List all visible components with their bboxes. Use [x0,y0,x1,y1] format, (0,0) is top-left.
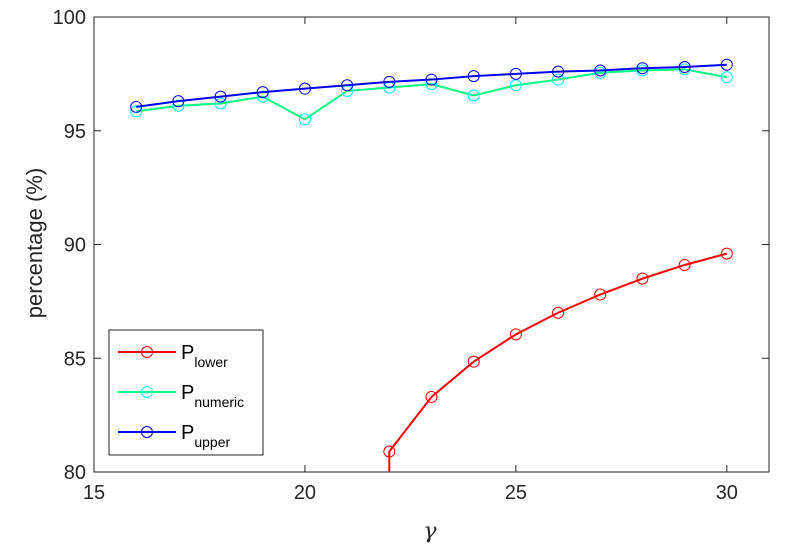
data-point [720,58,733,71]
legend-label: Plower [181,342,228,370]
data-point [425,73,438,86]
legend-item-upper: Pupper [118,422,230,450]
data-point [678,61,691,74]
x-tick-label: 25 [505,482,527,504]
data-point [467,355,480,368]
legend-marker [141,386,153,398]
legend-item-lower: Plower [118,342,228,370]
y-tick-label: 95 [64,121,86,143]
data-point [720,247,733,260]
data-point [214,97,227,110]
data-point [298,113,311,126]
x-tick-label: 30 [716,482,738,504]
x-tick-label: 15 [83,482,105,504]
series-line-numeric [136,68,727,121]
data-point [509,67,522,80]
legend-item-numeric: Pnumeric [118,382,244,410]
data-point [594,288,607,301]
data-point [172,95,185,108]
legend-marker [141,426,153,438]
series-lower [383,247,733,472]
data-point [594,64,607,77]
legend-marker [141,346,153,358]
series-line-upper [136,63,727,108]
y-tick-label: 80 [64,462,86,484]
legend: Plower Pnumeric Pupper [108,329,264,456]
legend-label: Pnumeric [181,382,244,410]
x-tick-label: 20 [294,482,316,504]
data-point [720,71,733,84]
data-point [509,328,522,341]
data-point [636,62,649,75]
y-axis-label: percentage (%) [22,168,47,318]
data-point [552,73,565,86]
data-point [678,258,691,271]
data-point [467,89,480,102]
data-point [298,82,311,95]
data-point [636,272,649,285]
data-point [214,90,227,103]
series-layer [130,58,733,472]
legend-label: Pupper [181,422,230,450]
series-line-lower [388,252,728,472]
series-upper [130,58,733,113]
data-point [467,70,480,83]
data-point [256,86,269,99]
data-point [425,390,438,403]
data-point [552,65,565,78]
data-point [341,79,354,92]
data-point [130,100,143,113]
data-point [552,306,565,319]
y-tick-label: 100 [53,7,86,29]
data-point [383,445,396,458]
x-axis-label: γ [423,519,437,544]
y-tick-label: 85 [64,348,86,370]
y-tick-label: 90 [64,235,86,257]
data-point [383,75,396,88]
axes-layer: 15 20 25 30 80 85 90 95 100 [53,7,770,504]
